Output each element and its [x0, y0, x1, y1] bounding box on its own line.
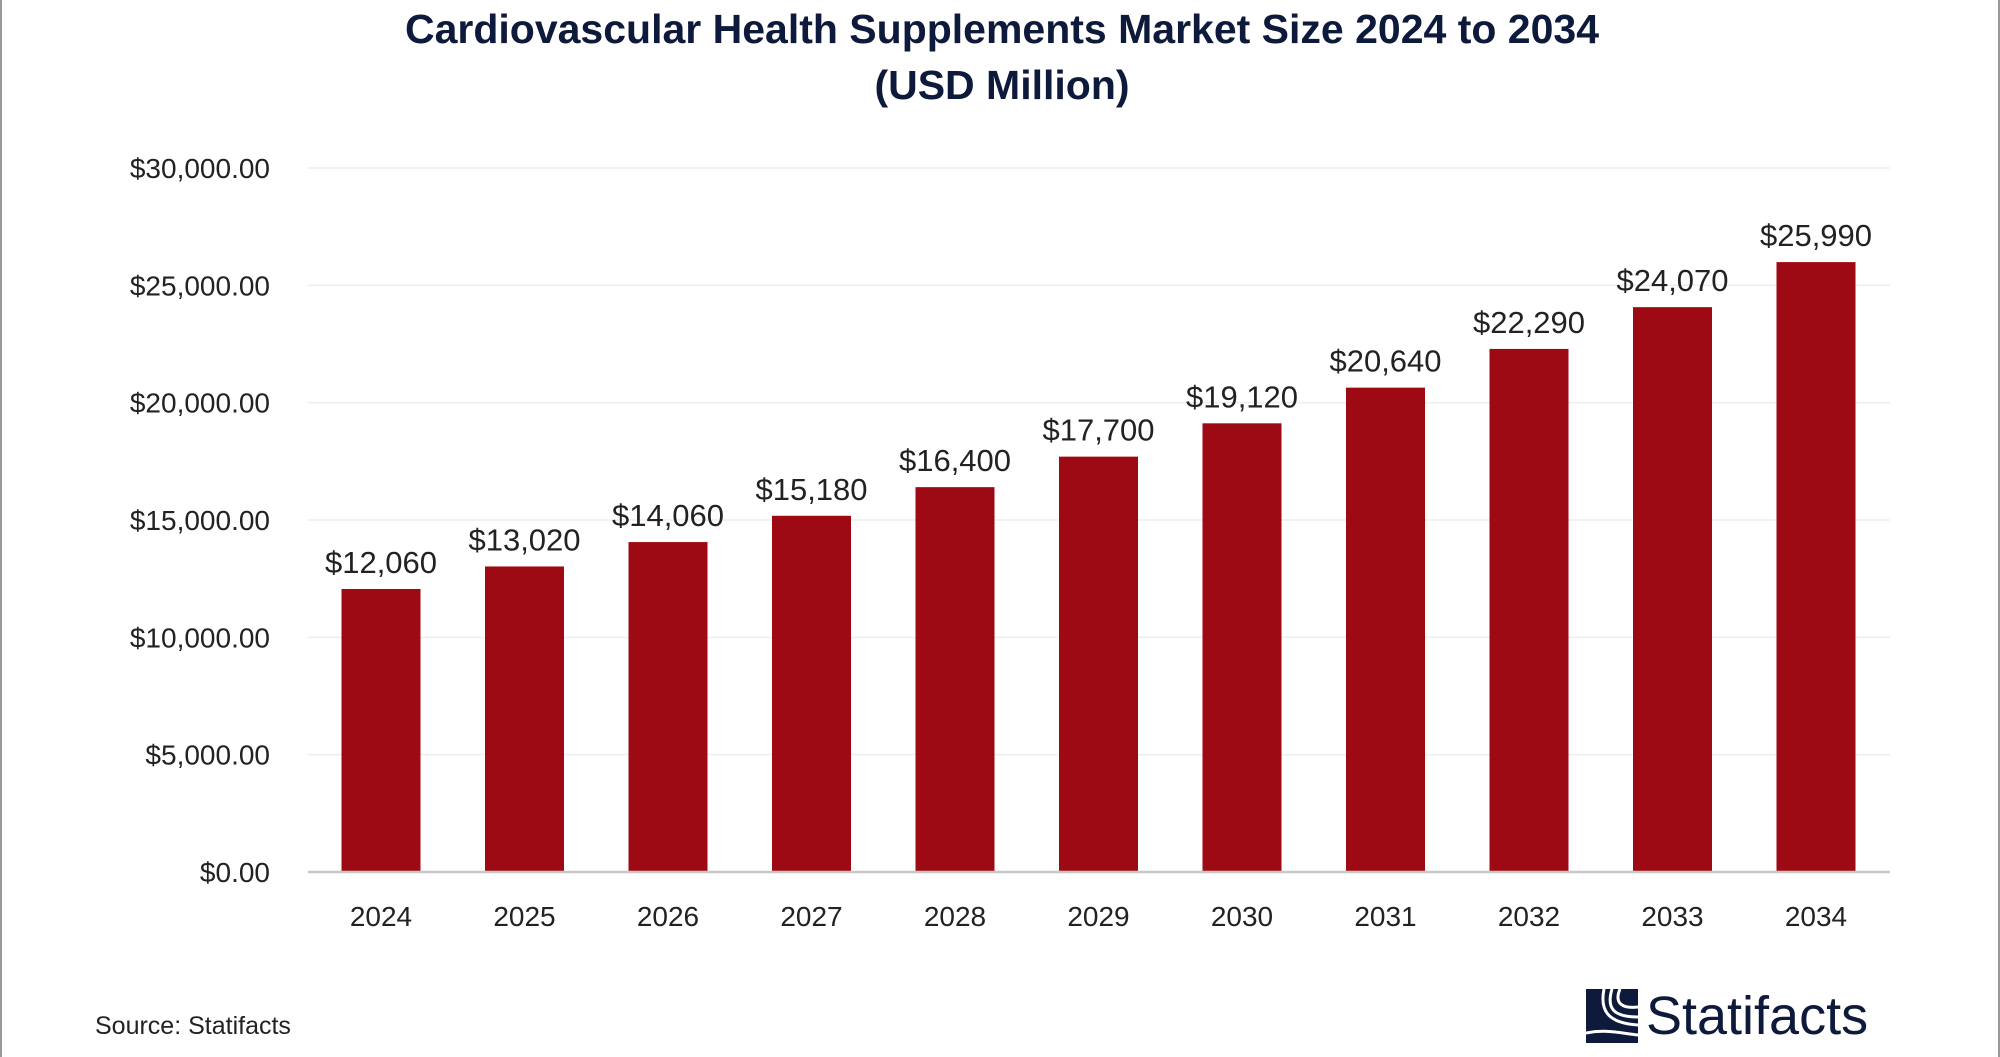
x-tick-label: 2027 — [780, 901, 842, 932]
statifacts-logo-icon — [1586, 989, 1638, 1043]
bar-2030 — [1202, 423, 1282, 872]
x-tick-label: 2024 — [350, 901, 412, 932]
bar-2028 — [915, 487, 995, 872]
y-tick-label: $30,000.00 — [130, 153, 270, 184]
data-label: $24,070 — [1616, 263, 1728, 298]
bar-2027 — [772, 515, 851, 872]
data-label: $14,060 — [612, 498, 724, 533]
bar-2032 — [1489, 348, 1569, 873]
bar-2033 — [1633, 307, 1712, 872]
source-note: Source: Statifacts — [95, 1012, 291, 1040]
y-tick-label: $15,000.00 — [130, 505, 270, 536]
x-tick-label: 2025 — [493, 901, 555, 932]
y-tick-label: $10,000.00 — [130, 622, 270, 653]
data-label: $12,060 — [325, 545, 437, 580]
data-label: $25,990 — [1760, 218, 1872, 253]
x-tick-label: 2033 — [1641, 901, 1703, 932]
y-tick-label: $20,000.00 — [130, 388, 270, 419]
data-label: $17,700 — [1042, 413, 1154, 448]
data-label: $22,290 — [1473, 305, 1585, 340]
bar-2031 — [1346, 387, 1425, 872]
bar-2034 — [1776, 262, 1856, 872]
bar-2026 — [628, 542, 708, 872]
bar-2029 — [1059, 456, 1138, 872]
data-label: $19,120 — [1186, 379, 1298, 414]
x-tick-label: 2028 — [924, 901, 986, 932]
x-tick-label: 2032 — [1498, 901, 1560, 932]
x-tick-label: 2026 — [637, 901, 699, 932]
y-tick-label: $5,000.00 — [145, 740, 270, 771]
data-label: $20,640 — [1329, 344, 1441, 379]
y-tick-label: $25,000.00 — [130, 270, 270, 301]
x-tick-label: 2031 — [1354, 901, 1416, 932]
data-label: $16,400 — [899, 443, 1011, 478]
bar-2025 — [485, 566, 564, 872]
data-label: $13,020 — [468, 522, 580, 557]
x-tick-label: 2034 — [1785, 901, 1847, 932]
bar-2024 — [341, 588, 421, 872]
y-tick-label: $0.00 — [200, 857, 270, 888]
x-tick-label: 2029 — [1067, 901, 1129, 932]
data-label: $15,180 — [755, 472, 867, 507]
chart-subtitle: (USD Million) — [874, 62, 1130, 108]
x-tick-label: 2030 — [1211, 901, 1273, 932]
logo-text: Statifacts — [1646, 986, 1869, 1046]
statifacts-logo: Statifacts — [1586, 985, 1868, 1047]
chart-title: Cardiovascular Health Supplements Market… — [404, 6, 1600, 52]
